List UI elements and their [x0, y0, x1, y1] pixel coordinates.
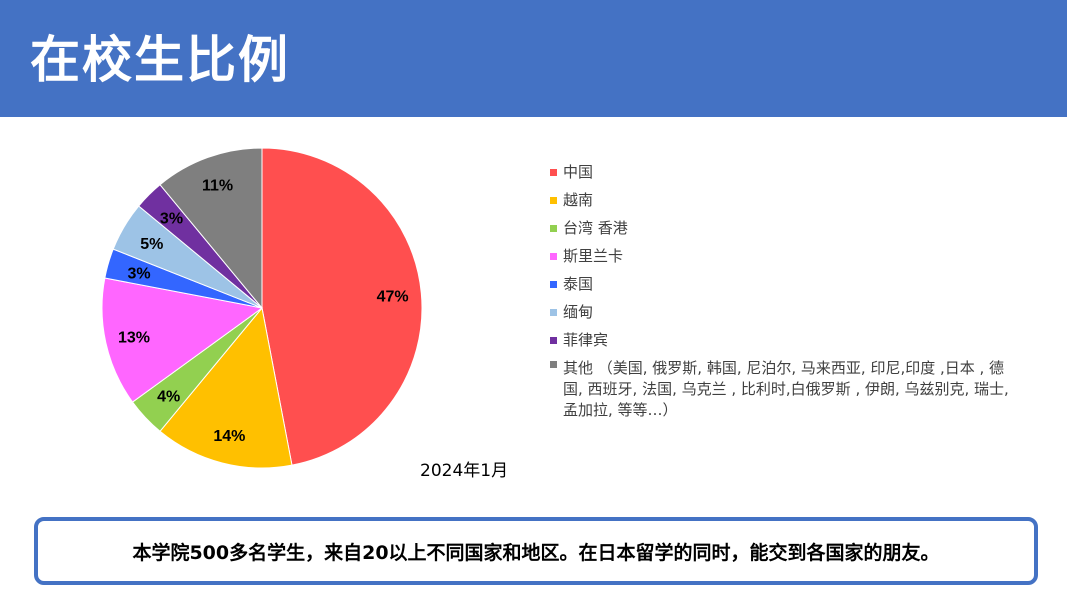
pie-chart: 47% 14% 4% 13% 3% 5% 3% 11%: [101, 148, 423, 469]
note-text: 本学院500多名学生，来自20以上不同国家和地区。在日本留学的同时，能交到各国家…: [132, 541, 940, 564]
legend-label: 泰国: [563, 275, 594, 293]
legend-swatch: [550, 225, 557, 232]
legend-swatch: [550, 197, 557, 204]
legend-swatch: [550, 169, 557, 176]
pie-label-sri-lanka: 13%: [118, 330, 150, 347]
legend-label: 斯里兰卡: [563, 247, 624, 265]
pie-slice-sri-lanka: [101, 277, 264, 403]
legend-label: 台湾 香港: [563, 219, 628, 237]
legend-item-china: 中国: [548, 158, 1018, 186]
pie-label-china: 47%: [377, 289, 409, 306]
pie-label-others: 11%: [202, 178, 233, 195]
legend-item-myanmar: 缅甸: [548, 298, 1018, 326]
legend-item-taiwan-hongkong: 台湾 香港: [548, 214, 1018, 242]
legend-label: 越南: [563, 191, 594, 209]
pie-label-thailand: 3%: [128, 265, 151, 282]
pie-slice-vietnam: [159, 306, 293, 469]
legend-label: 其他 （美国, 俄罗斯, 韩国, 尼泊尔, 马来西亚, 印尼,印度 ,日本 , …: [563, 359, 1009, 419]
legend-swatch: [550, 253, 557, 260]
chart-legend: 中国 越南 台湾 香港 斯里兰卡 泰国 缅甸 菲律宾 其他 （美国, 俄罗斯, …: [548, 158, 1018, 421]
legend-swatch: [550, 281, 557, 288]
pie-label-vietnam: 14%: [213, 428, 245, 445]
page-title: 在校生比例: [30, 31, 290, 89]
note-box: 本学院500多名学生，来自20以上不同国家和地区。在日本留学的同时，能交到各国家…: [34, 517, 1038, 585]
legend-item-sri-lanka: 斯里兰卡: [548, 242, 1018, 270]
legend-swatch: [550, 337, 557, 344]
legend-item-thailand: 泰国: [548, 270, 1018, 298]
legend-label: 中国: [563, 163, 594, 181]
pie-label-taiwan-hongkong: 4%: [157, 389, 180, 406]
legend-item-philippines: 菲律宾: [548, 326, 1018, 354]
legend-item-vietnam: 越南: [548, 186, 1018, 214]
pie-label-philippines: 3%: [160, 210, 183, 227]
legend-item-others: 其他 （美国, 俄罗斯, 韩国, 尼泊尔, 马来西亚, 印尼,印度 ,日本 , …: [548, 354, 1018, 421]
pie-slice-china: [261, 148, 423, 466]
legend-swatch: [550, 309, 557, 316]
pie-slice-others: [159, 148, 263, 310]
date-label: 2024年1月: [420, 461, 509, 481]
legend-label: 缅甸: [563, 303, 594, 321]
legend-swatch: [550, 361, 557, 368]
pie-label-myanmar: 5%: [140, 236, 163, 253]
header-bar: 在校生比例: [0, 0, 1067, 117]
legend-label: 菲律宾: [563, 331, 609, 349]
